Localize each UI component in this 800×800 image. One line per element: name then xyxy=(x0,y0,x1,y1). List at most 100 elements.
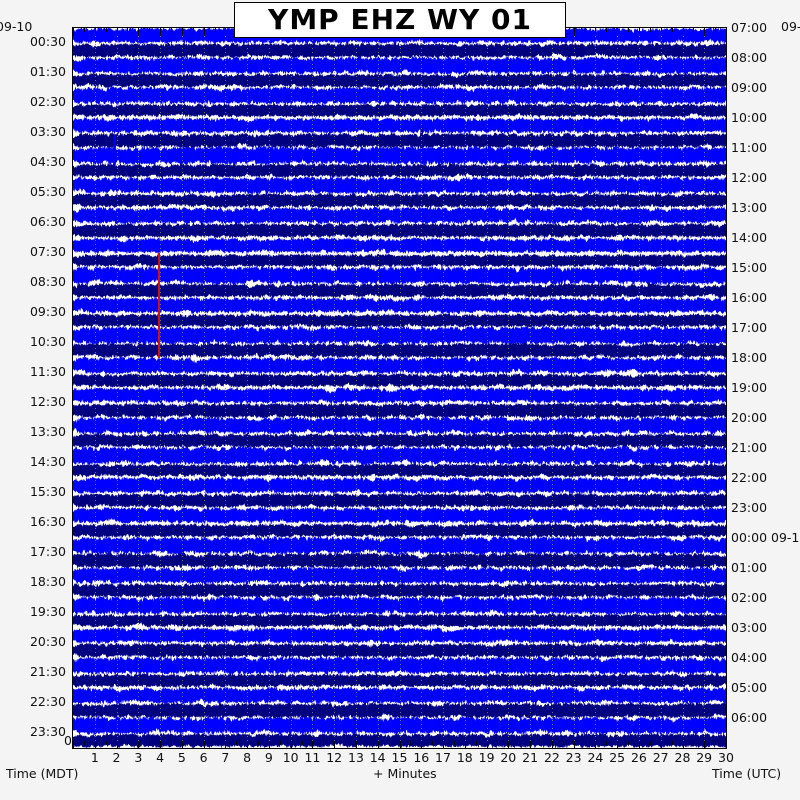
axis-tick xyxy=(225,28,227,36)
time-label-utc: 11:00 xyxy=(731,140,768,155)
minute-label-10: 10 xyxy=(282,750,299,765)
axis-tick xyxy=(399,741,401,749)
seismogram-canvas xyxy=(72,27,727,749)
time-label-utc: 06:00 xyxy=(731,710,768,725)
minute-label-24: 24 xyxy=(587,750,604,765)
time-label-utc: 05:00 xyxy=(731,680,768,695)
time-label-mdt: 13:30 xyxy=(29,424,66,439)
minute-label-16: 16 xyxy=(413,750,430,765)
axis-tick xyxy=(562,741,564,745)
time-label-mdt: 09:30 xyxy=(29,304,66,319)
axis-tick xyxy=(606,741,608,745)
time-label-mdt: 16:30 xyxy=(29,514,66,529)
axis-tick xyxy=(236,741,238,745)
axis-tick xyxy=(203,741,205,749)
axis-tick xyxy=(73,741,74,749)
axis-tick xyxy=(432,741,434,745)
axis-tick xyxy=(73,28,74,36)
axis-tick xyxy=(704,28,706,36)
time-label-utc: 22:00 xyxy=(731,470,768,485)
axis-tick xyxy=(519,741,521,745)
axis-tick xyxy=(160,28,162,36)
axis-tick xyxy=(530,741,532,749)
time-label-mdt: 00:30 xyxy=(29,34,66,49)
time-label-mdt: 19:30 xyxy=(29,604,66,619)
axis-tick xyxy=(573,28,575,36)
axis-tick xyxy=(345,741,347,745)
minute-label-5: 5 xyxy=(177,750,186,765)
axis-tick xyxy=(464,741,466,749)
axis-tick xyxy=(649,28,651,32)
axis-caption-utc: Time (UTC) xyxy=(712,766,782,781)
axis-tick xyxy=(682,28,684,36)
date-label-top-left: 09-10 xyxy=(0,19,33,34)
minute-label-14: 14 xyxy=(369,750,386,765)
axis-tick xyxy=(726,28,727,36)
minute-label-4: 4 xyxy=(156,750,165,765)
axis-tick xyxy=(497,741,499,745)
time-label-utc: 20:00 xyxy=(731,410,768,425)
minute-label-23: 23 xyxy=(565,750,582,765)
time-label-mdt: 04:30 xyxy=(29,154,66,169)
time-label-mdt: 07:30 xyxy=(29,244,66,259)
time-label-mdt: 14:30 xyxy=(29,454,66,469)
axis-tick xyxy=(573,741,575,749)
axis-tick xyxy=(595,28,597,36)
axis-tick xyxy=(443,741,444,749)
axis-tick xyxy=(171,28,172,32)
axis-tick xyxy=(595,741,597,749)
axis-tick xyxy=(181,28,183,36)
axis-tick xyxy=(127,741,129,745)
minute-label-17: 17 xyxy=(435,750,451,765)
time-label-mdt: 05:30 xyxy=(29,184,66,199)
time-label-utc: 13:00 xyxy=(731,200,768,215)
axis-tick xyxy=(638,28,640,36)
time-label-utc: 07:00 xyxy=(731,20,768,35)
time-label-utc: 00:00 09-11 xyxy=(731,530,800,545)
minute-label-21: 21 xyxy=(522,750,539,765)
time-label-utc: 15:00 xyxy=(731,260,768,275)
time-label-mdt: 21:30 xyxy=(29,664,66,679)
axis-tick xyxy=(693,28,695,32)
axis-tick xyxy=(105,741,107,745)
axis-tick xyxy=(160,741,162,749)
event-marker-line xyxy=(157,253,160,358)
axis-tick xyxy=(628,741,629,745)
axis-ticks-bottom xyxy=(72,741,727,749)
axis-tick xyxy=(181,741,183,749)
minute-label-26: 26 xyxy=(630,750,647,765)
axis-tick xyxy=(279,741,281,745)
axis-tick xyxy=(225,741,227,749)
axis-tick xyxy=(453,741,455,745)
axis-tick xyxy=(388,741,390,745)
axis-tick xyxy=(301,741,303,745)
minute-label-30: 30 xyxy=(718,750,734,765)
axis-tick xyxy=(116,741,118,749)
time-label-utc: 10:00 xyxy=(731,110,768,125)
minute-label-2: 2 xyxy=(112,750,121,765)
axis-tick xyxy=(334,741,336,749)
minute-label-11: 11 xyxy=(304,750,321,765)
time-label-utc: 21:00 xyxy=(731,440,768,455)
minute-label-20: 20 xyxy=(500,750,517,765)
minute-label-29: 29 xyxy=(696,750,713,765)
axis-tick xyxy=(715,28,717,32)
axis-caption-mdt: Time (MDT) xyxy=(6,766,79,781)
axis-tick xyxy=(617,741,619,749)
axis-tick xyxy=(356,741,357,749)
axis-tick xyxy=(584,741,586,745)
time-label-mdt: 15:30 xyxy=(29,484,66,499)
time-label-mdt: 23:30 xyxy=(29,724,66,739)
time-label-mdt: 08:30 xyxy=(29,274,66,289)
time-label-utc: 09:00 xyxy=(731,80,768,95)
axis-tick xyxy=(715,741,717,745)
minute-label-25: 25 xyxy=(609,750,626,765)
time-label-utc: 04:00 xyxy=(731,650,768,665)
axis-caption-minutes: + Minutes xyxy=(373,766,437,781)
time-label-utc: 08:00 xyxy=(731,50,768,65)
time-label-mdt: 02:30 xyxy=(29,94,66,109)
time-label-mdt: 17:30 xyxy=(29,544,66,559)
axis-tick xyxy=(192,28,194,32)
axis-tick xyxy=(475,741,477,745)
axis-tick xyxy=(105,28,107,32)
